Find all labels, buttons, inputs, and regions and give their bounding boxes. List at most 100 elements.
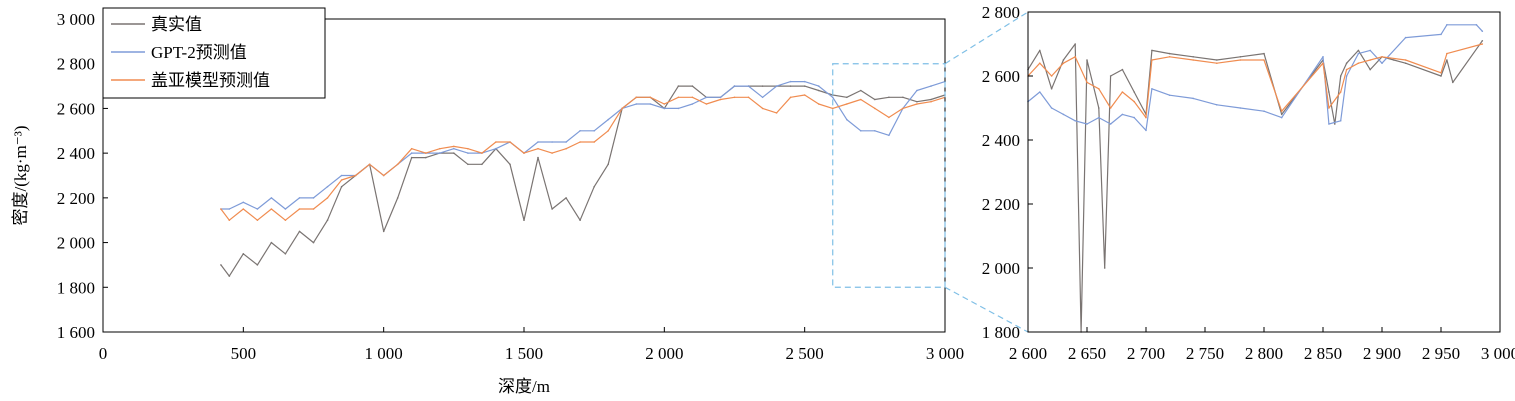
main-series-0-point [691, 85, 694, 87]
main-y-tick-label: 2 000 [57, 234, 95, 253]
inset-series-0-point [1334, 123, 1336, 125]
inset-series-0-point [1133, 91, 1135, 93]
inset-x-tick-label: 2 650 [1068, 344, 1106, 363]
main-series-0-point [453, 152, 455, 154]
main-y-axis-label: 密度/(kg·m⁻³) [11, 126, 30, 226]
main-series-2-point [312, 208, 315, 210]
main-y-tick-label: 3 000 [57, 10, 95, 29]
inset-series-0-point [1328, 91, 1330, 93]
inset-series-1-point [1168, 94, 1171, 96]
main-series-1-point [677, 107, 680, 110]
main-series-0-point [677, 85, 680, 87]
inset-series-0-point [1121, 68, 1124, 71]
main-series-0-point [551, 208, 553, 210]
main-series-line-2 [220, 94, 946, 221]
inset-series-2-point [1074, 56, 1076, 58]
main-series-1-point [453, 147, 455, 150]
main-series-1-point [495, 147, 497, 150]
main-series-2-point [691, 96, 694, 99]
inset-y-tick-label: 2 600 [982, 67, 1020, 86]
main-series-1-point [663, 107, 666, 110]
main-series-2-point [298, 208, 301, 210]
main-series-2-point [846, 103, 848, 105]
inset-series-2-point [1109, 107, 1112, 109]
inset-series-1-point [1345, 75, 1348, 77]
inset-series-2-point [1339, 91, 1342, 93]
main-series-0-point [902, 96, 904, 99]
main-series-2-point [607, 130, 609, 132]
main-series-1-point [705, 96, 708, 99]
inset-series-2-point [1404, 59, 1407, 61]
main-series-2-point [565, 147, 567, 150]
main-series-1-point [565, 141, 567, 143]
main-series-2-point [396, 163, 399, 166]
main-series-2-point [439, 147, 441, 150]
inset-series-group [1027, 24, 1484, 333]
main-series-2-point [789, 96, 792, 99]
inset-series-0-point [1440, 75, 1442, 77]
main-y-tick-label: 2 400 [57, 144, 95, 163]
main-series-0-point [312, 241, 315, 244]
inset-series-1-point [1263, 110, 1265, 112]
main-series-2-point [593, 141, 595, 143]
main-series-2-point [817, 103, 820, 105]
main-series-1-point [775, 85, 778, 87]
main-series-2-point [775, 112, 778, 114]
main-series-1-point [817, 85, 820, 87]
inset-series-0-point [1074, 43, 1076, 45]
main-series-0-point [256, 264, 259, 266]
main-series-2-point [228, 219, 231, 221]
main-series-2-point [242, 208, 245, 210]
main-series-2-point [649, 96, 652, 99]
main-series-2-point [537, 147, 539, 150]
inset-series-0-point [1039, 49, 1041, 52]
main-series-0-point [916, 100, 918, 103]
main-series-0-point [789, 85, 792, 87]
main-series-0-point [607, 163, 609, 166]
main-series-2-point [523, 152, 525, 154]
inset-series-2-point [1133, 100, 1135, 103]
inset-series-2-point [1357, 62, 1360, 64]
inset-series-0-point [1098, 107, 1100, 109]
inset-series-0-point [1357, 49, 1360, 52]
inset-series-2-point [1121, 91, 1124, 93]
main-series-1-point [242, 201, 245, 204]
inset-series-0-point [1192, 56, 1194, 58]
zoom-connector-top [944, 11, 1029, 65]
main-series-2-point [579, 141, 581, 143]
main-series-0-point [270, 241, 273, 244]
inset-series-2-point [1039, 62, 1041, 64]
inset-series-1-point [1050, 107, 1053, 109]
main-y-tick-label: 1 600 [57, 323, 95, 342]
main-series-2-point [340, 179, 343, 181]
inset-x-tick-label: 2 750 [1186, 344, 1224, 363]
main-series-line-0 [220, 85, 946, 277]
main-series-1-point [719, 96, 722, 99]
main-series-2-point [888, 116, 890, 119]
inset-series-0-point [1263, 52, 1265, 55]
main-y-tick-label: 2 800 [57, 55, 95, 74]
main-series-2-point [425, 152, 427, 154]
main-series-0-point [481, 163, 483, 166]
inset-series-0-point [1345, 62, 1348, 64]
main-series-1-point [551, 141, 553, 143]
inset-series-2-point [1322, 62, 1324, 64]
main-x-tick-label: 0 [99, 344, 108, 363]
main-series-1-point [607, 118, 609, 121]
main-series-2-point [382, 174, 385, 177]
main-series-0-point [220, 264, 222, 266]
inset-series-1-point [1192, 97, 1194, 100]
main-y-tick-label: 2 600 [57, 99, 95, 118]
inset-series-1-point [1074, 120, 1076, 122]
inset-series-0-point [1393, 59, 1395, 61]
main-series-1-point [916, 89, 918, 92]
legend-label-gaia: 盖亚模型预测值 [151, 71, 270, 90]
main-series-0-point [228, 275, 231, 277]
inset-series-1-point [1098, 116, 1100, 119]
inset-series-0-point [1369, 68, 1371, 71]
inset-series-line-1 [1027, 24, 1483, 131]
main-series-2-point [719, 98, 722, 101]
inset-series-1-point [1109, 123, 1112, 125]
main-series-0-point [242, 253, 245, 255]
inset-series-1-point [1133, 116, 1135, 119]
